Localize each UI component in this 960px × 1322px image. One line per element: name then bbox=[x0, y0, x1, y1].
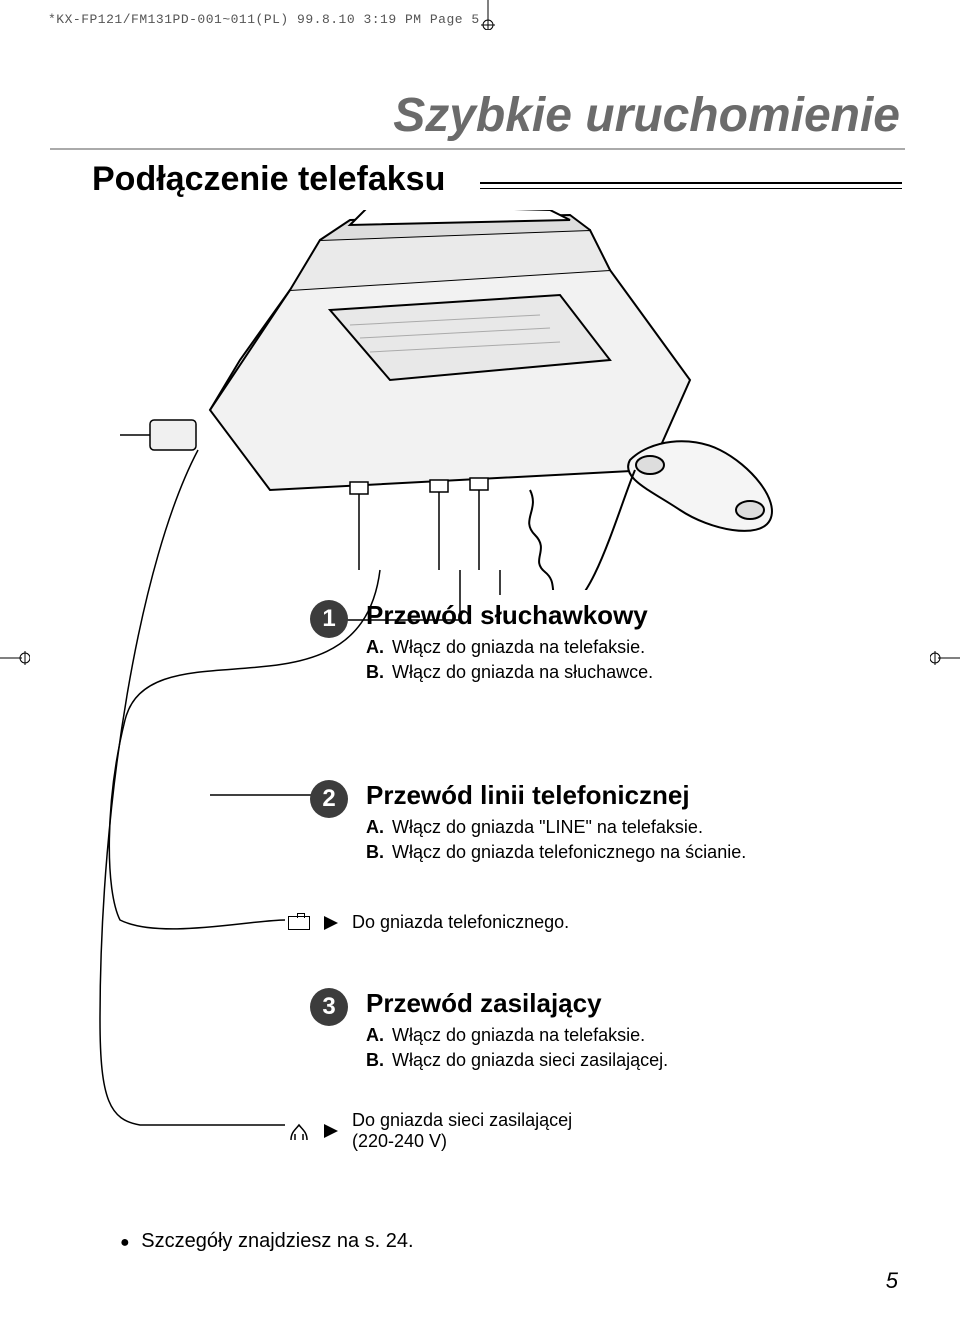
phone-socket-icon bbox=[288, 916, 310, 930]
step-2-badge: 2 bbox=[310, 780, 348, 818]
footnote: ● Szczegóły znajdziesz na s. 24. bbox=[120, 1230, 414, 1253]
step-1-a-text: Włącz do gniazda na telefaksie. bbox=[392, 637, 645, 658]
power-socket-icon bbox=[288, 1120, 310, 1142]
arrow-icon bbox=[324, 1124, 338, 1138]
page-subtitle: Podłączenie telefaksu bbox=[92, 160, 445, 199]
step-1-title: Przewód słuchawkowy bbox=[366, 600, 653, 631]
step-2-title: Przewód linii telefonicznej bbox=[366, 780, 746, 811]
step-3-item-b: B. Włącz do gniazda sieci zasilającej. bbox=[366, 1050, 668, 1071]
step-1-item-a: A. Włącz do gniazda na telefaksie. bbox=[366, 637, 653, 658]
crop-mark-right bbox=[930, 648, 960, 668]
subtitle-rule bbox=[480, 182, 902, 193]
step-1-b-text: Włącz do gniazda na słuchawce. bbox=[392, 662, 653, 683]
footnote-text: Szczegóły znajdziesz na s. 24. bbox=[141, 1230, 413, 1252]
step-2-b-text: Włącz do gniazda telefonicznego na ścian… bbox=[392, 842, 746, 863]
title-rule bbox=[50, 148, 905, 150]
step-2-a-label: A. bbox=[366, 817, 384, 838]
phone-socket-text: Do gniazda telefonicznego. bbox=[352, 912, 569, 933]
step-1-a-label: A. bbox=[366, 637, 384, 658]
step-3-item-a: A. Włącz do gniazda na telefaksie. bbox=[366, 1025, 668, 1046]
power-socket-row: Do gniazda sieci zasilającej (220-240 V) bbox=[288, 1110, 572, 1152]
phone-socket-row: Do gniazda telefonicznego. bbox=[288, 912, 569, 933]
power-socket-text-1: Do gniazda sieci zasilającej bbox=[352, 1110, 572, 1131]
step-2-a-text: Włącz do gniazda "LINE" na telefaksie. bbox=[392, 817, 703, 838]
crop-mark-top bbox=[478, 0, 498, 30]
arrow-icon bbox=[324, 916, 338, 930]
step-3: 3 Przewód zasilający A. Włącz do gniazda… bbox=[310, 988, 668, 1075]
step-2-b-label: B. bbox=[366, 842, 384, 863]
step-3-b-label: B. bbox=[366, 1050, 384, 1071]
page-title: Szybkie uruchomienie bbox=[0, 88, 900, 143]
step-3-title: Przewód zasilający bbox=[366, 988, 668, 1019]
power-socket-text-2: (220-240 V) bbox=[352, 1131, 572, 1152]
crop-mark-left bbox=[0, 648, 30, 668]
fax-illustration bbox=[90, 210, 870, 590]
print-header: *KX-FP121/FM131PD-001~011(PL) 99.8.10 3:… bbox=[48, 12, 480, 27]
step-3-a-label: A. bbox=[366, 1025, 384, 1046]
step-3-badge: 3 bbox=[310, 988, 348, 1026]
step-2: 2 Przewód linii telefonicznej A. Włącz d… bbox=[310, 780, 746, 867]
step-2-item-b: B. Włącz do gniazda telefonicznego na śc… bbox=[366, 842, 746, 863]
step-3-b-text: Włącz do gniazda sieci zasilającej. bbox=[392, 1050, 668, 1071]
step-1-badge: 1 bbox=[310, 600, 348, 638]
step-1: 1 Przewód słuchawkowy A. Włącz do gniazd… bbox=[310, 600, 653, 687]
step-3-a-text: Włącz do gniazda na telefaksie. bbox=[392, 1025, 645, 1046]
bullet-icon: ● bbox=[120, 1234, 130, 1251]
page-number: 5 bbox=[886, 1268, 898, 1294]
step-2-item-a: A. Włącz do gniazda "LINE" na telefaksie… bbox=[366, 817, 746, 838]
step-1-item-b: B. Włącz do gniazda na słuchawce. bbox=[366, 662, 653, 683]
step-1-b-label: B. bbox=[366, 662, 384, 683]
